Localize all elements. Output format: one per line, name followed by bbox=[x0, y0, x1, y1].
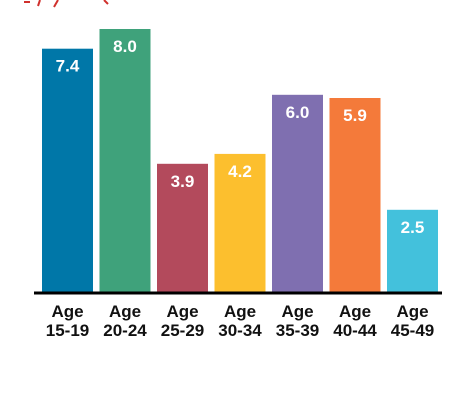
value-label-2: 3.9 bbox=[171, 172, 195, 191]
bar-1 bbox=[99, 29, 151, 292]
cropped-header-glyph bbox=[24, 0, 109, 8]
bar-3 bbox=[214, 153, 266, 292]
tick-label-6-line-0: Age bbox=[396, 302, 428, 321]
bar-0 bbox=[42, 48, 93, 293]
cropped-header-fragment bbox=[24, 0, 109, 8]
tick-label-1-line-1: 20-24 bbox=[103, 321, 147, 340]
value-label-3: 4.2 bbox=[228, 162, 252, 181]
bar-6 bbox=[387, 209, 438, 292]
tick-label-4-line-0: Age bbox=[281, 302, 313, 321]
tick-label-1-line-0: Age bbox=[109, 302, 141, 321]
bar-4 bbox=[272, 94, 323, 293]
value-label-1: 8.0 bbox=[113, 37, 137, 56]
value-label-6: 2.5 bbox=[401, 218, 425, 237]
tick-label-4-line-1: 35-39 bbox=[276, 321, 319, 340]
value-label-5: 5.9 bbox=[343, 106, 367, 125]
value-labels-group: 7.4 8.0 3.9 4.2 6.0 5.9 2.5 bbox=[56, 37, 425, 237]
tick-label-3-line-0: Age bbox=[224, 302, 256, 321]
value-label-4: 6.0 bbox=[286, 103, 310, 122]
tick-label-5-line-0: Age bbox=[339, 302, 371, 321]
bar-5 bbox=[329, 98, 381, 292]
tick-label-5-line-1: 40-44 bbox=[333, 321, 377, 340]
tick-label-0-line-1: 15-19 bbox=[46, 321, 89, 340]
tick-label-3-line-1: 30-34 bbox=[218, 321, 262, 340]
tick-label-2-line-0: Age bbox=[166, 302, 198, 321]
tick-labels-group: Age15-19Age20-24Age25-29Age30-34Age35-39… bbox=[46, 302, 434, 340]
bar-2 bbox=[157, 163, 208, 292]
bars-group bbox=[42, 29, 438, 293]
value-label-0: 7.4 bbox=[56, 57, 80, 76]
tick-label-6-line-1: 45-49 bbox=[391, 321, 434, 340]
tick-label-2-line-1: 25-29 bbox=[161, 321, 204, 340]
tick-label-0-line-0: Age bbox=[51, 302, 83, 321]
